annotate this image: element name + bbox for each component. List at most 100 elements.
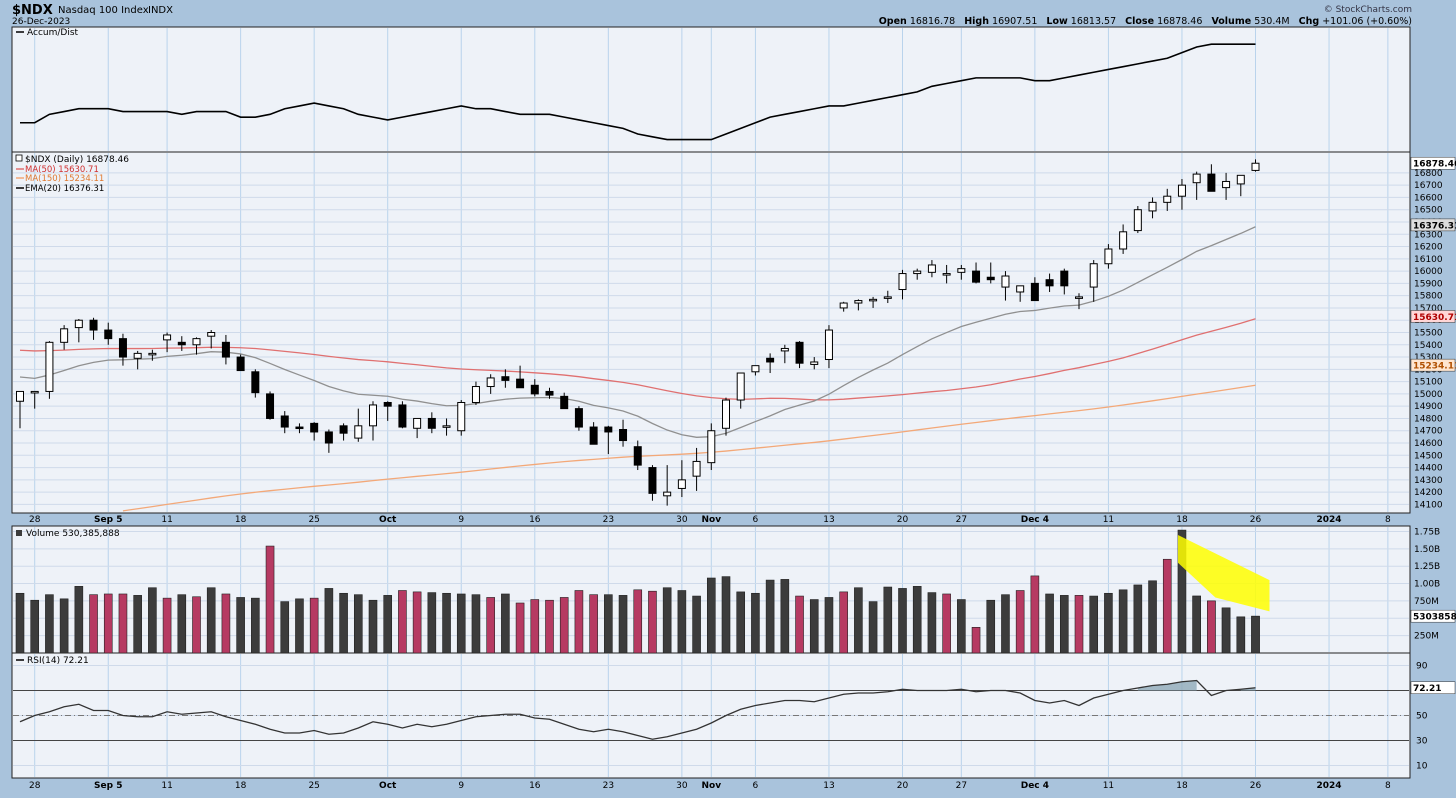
volume-bar	[148, 587, 157, 654]
volume-legend: Volume 530,385,888	[16, 529, 120, 539]
candle	[280, 411, 289, 434]
candle-up	[1089, 263, 1098, 288]
volume-bar	[515, 602, 525, 654]
candle	[854, 299, 863, 311]
volume-bar	[368, 599, 378, 654]
price-tick-label: 14500	[1414, 451, 1443, 461]
index-name: Nasdaq 100 Index	[58, 5, 149, 16]
volume-tick-label: 750M	[1414, 597, 1439, 607]
candle	[589, 422, 598, 445]
symbol-title: $NDX	[12, 3, 53, 18]
ema20-legend-text: EMA(20) 16376.31	[25, 184, 104, 194]
candle	[207, 330, 216, 349]
candle-down	[177, 341, 186, 346]
x-axis-label: 25	[308, 781, 319, 791]
volume-bar	[898, 588, 907, 654]
price-tick-label: 15700	[1414, 304, 1443, 314]
candle	[118, 333, 127, 366]
candle-up	[1236, 174, 1245, 185]
rsi-overbought-area	[902, 680, 1256, 691]
candle-up	[442, 425, 451, 428]
candle	[442, 418, 451, 436]
candle	[1222, 172, 1231, 200]
rsi-line	[19, 679, 1256, 740]
rsi-tick-label: 10	[1416, 762, 1428, 772]
candle	[413, 417, 422, 439]
rsi-legend-text: RSI(14) 72.21	[27, 656, 89, 666]
last-price-tag: 16878.46	[1410, 156, 1456, 170]
candle	[1133, 206, 1142, 234]
candle-down	[1030, 282, 1039, 302]
candle-up	[957, 268, 966, 273]
x-axis-label: 20	[897, 515, 909, 525]
candle	[45, 341, 54, 399]
candle	[457, 400, 466, 436]
chart-date: 26-Dec-2023	[12, 17, 70, 27]
candle-up	[839, 302, 848, 309]
candle	[869, 296, 878, 308]
x-axis-label: 8	[1385, 781, 1391, 791]
price-tick-label: 15400	[1414, 341, 1443, 351]
x-axis-label: 11	[161, 781, 172, 791]
volume-bar	[1148, 580, 1157, 654]
candle	[266, 391, 275, 420]
volume-bar	[74, 586, 84, 654]
candle	[221, 334, 230, 365]
candle-up	[780, 347, 789, 352]
candle	[1251, 159, 1260, 172]
accum-dist-legend-text: Accum/Dist	[27, 28, 79, 38]
x-axis-label: 16	[529, 515, 541, 525]
volume-bar	[206, 587, 216, 654]
candle	[89, 317, 98, 340]
volume-label: Volume	[1211, 16, 1251, 27]
candle-up	[869, 298, 878, 302]
x-axis-label: 6	[753, 515, 759, 525]
candle-down	[383, 401, 392, 407]
rsi-tick-label: 30	[1416, 737, 1428, 747]
volume-bar	[280, 601, 290, 654]
x-axis-label: Sep 5	[94, 781, 122, 791]
candle-up	[1075, 296, 1083, 299]
x-axis-label: 28	[29, 515, 41, 525]
candle-up	[927, 264, 936, 273]
volume-bar	[1118, 589, 1128, 654]
chg-value: +101.06 (+0.60%)	[1322, 16, 1412, 27]
candle-up	[898, 273, 907, 291]
candle	[354, 408, 363, 442]
volume-bar	[589, 594, 598, 654]
candle-up	[413, 417, 422, 429]
candle	[972, 262, 981, 284]
volume-bar	[1221, 607, 1231, 654]
volume-bar	[103, 593, 113, 654]
volume-bar	[854, 587, 863, 654]
candle-up	[1177, 184, 1186, 197]
volume-bar	[736, 591, 746, 654]
candle	[633, 440, 642, 471]
candle-up	[913, 270, 922, 275]
candle-down	[972, 270, 981, 283]
rsi-last-tag-text: 72.21	[1413, 684, 1441, 694]
rsi-tick-label: 50	[1416, 712, 1428, 722]
volume-bar	[15, 592, 25, 654]
candle-down	[633, 446, 642, 466]
volume-bar	[780, 579, 790, 654]
candle-down	[295, 426, 304, 430]
volume-highlight	[1177, 534, 1270, 612]
candle	[736, 372, 745, 409]
candle	[251, 369, 260, 398]
volume-bar	[221, 593, 231, 654]
x-axis-label: 13	[823, 515, 834, 525]
candle-up	[133, 352, 142, 359]
x-axis-label: 23	[603, 781, 614, 791]
rsi-tick-label: 90	[1416, 662, 1428, 672]
candle-up	[486, 377, 495, 388]
rsi-last-tag-box	[1410, 681, 1456, 694]
volume-last-tag-text: 530385888	[1413, 613, 1456, 623]
x-axis-label: 26	[1250, 781, 1262, 791]
price-tick-label: 14100	[1414, 500, 1443, 510]
volume-bar	[251, 597, 260, 654]
candle-down	[574, 408, 583, 428]
candle	[795, 341, 804, 369]
price-legend: $NDX (Daily) 16878.46 MA(50) 15630.71 MA…	[15, 154, 129, 194]
